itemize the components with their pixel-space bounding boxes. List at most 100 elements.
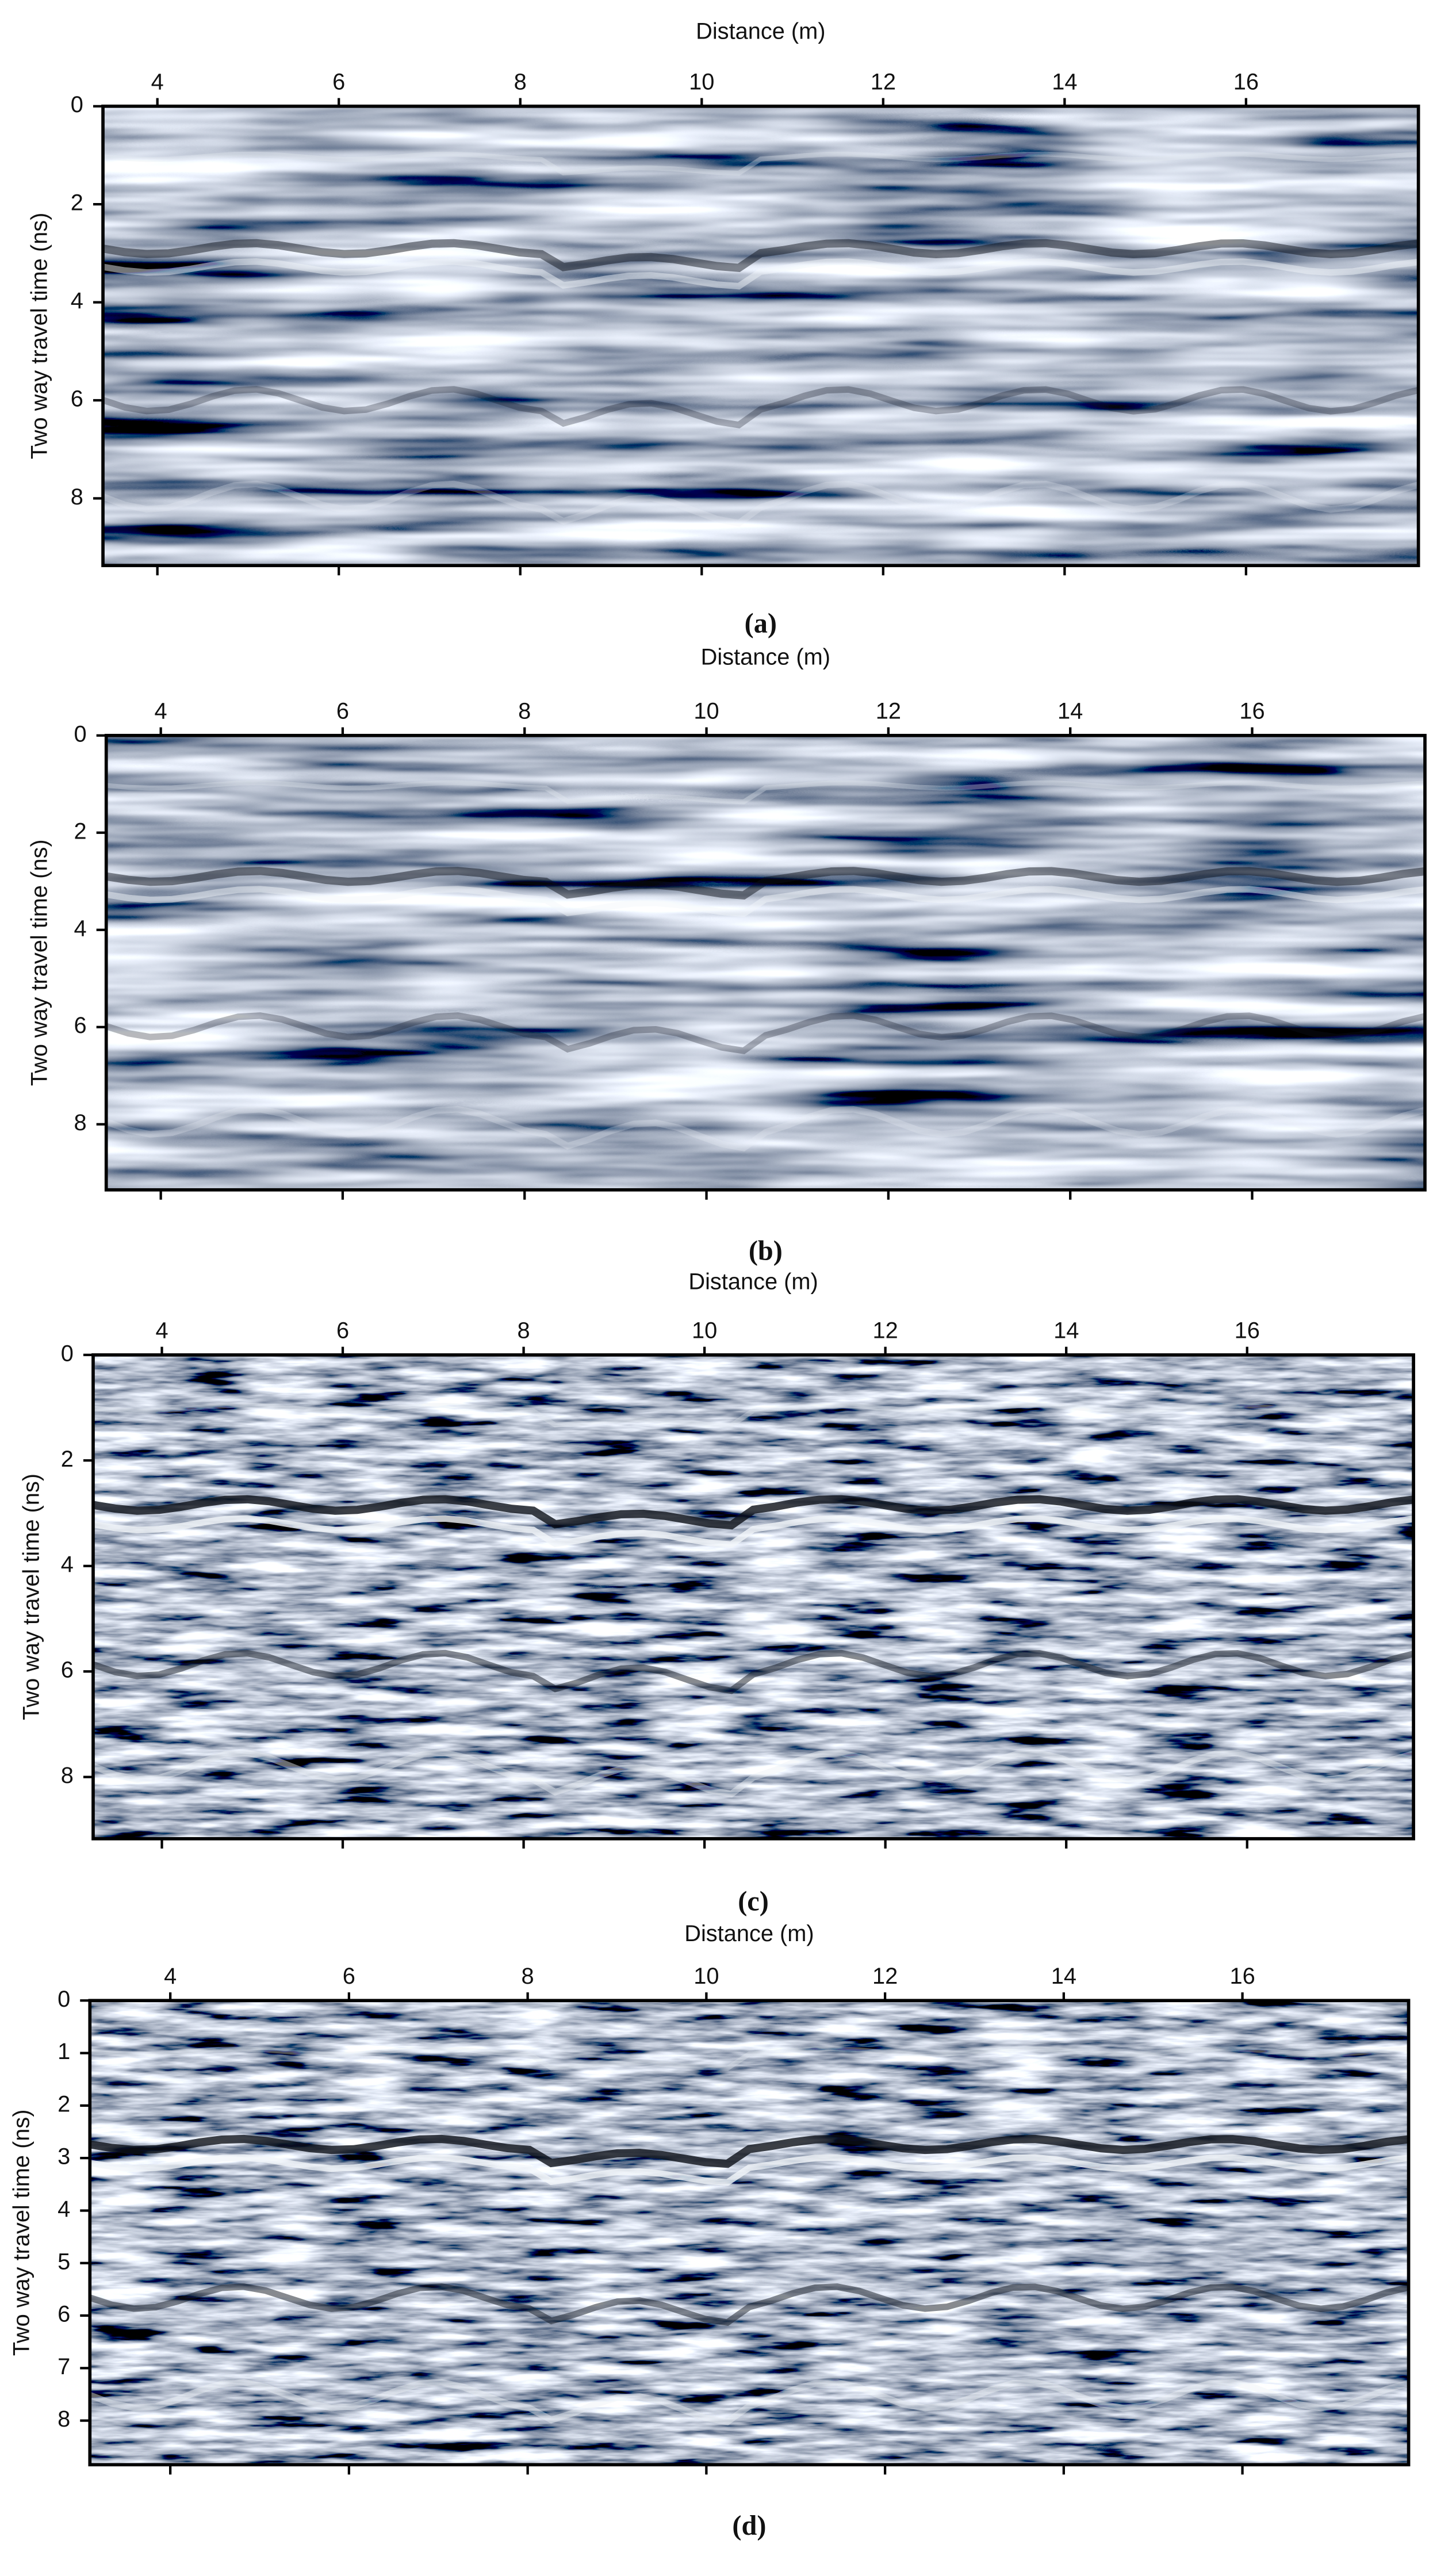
radargram-image — [90, 2000, 1409, 2465]
x-tick-label: 4 — [151, 69, 164, 94]
radargram-texture — [103, 106, 1419, 566]
y-tick-label: 7 — [58, 2354, 70, 2379]
reflector — [93, 1750, 1414, 1798]
x-tick-label: 12 — [871, 69, 896, 94]
y-tick-label: 4 — [61, 1552, 74, 1577]
reflector — [93, 1495, 1414, 1530]
y-tick-label: 6 — [71, 387, 83, 412]
y-axis-title: Two way travel time (ns) — [27, 839, 52, 1086]
y-tick-label: 2 — [58, 2091, 70, 2117]
x-tick-label: 14 — [1053, 1318, 1079, 1344]
x-tick-label: 16 — [1233, 69, 1259, 94]
reflector — [93, 1650, 1414, 1694]
x-tick-label: 10 — [689, 69, 714, 94]
x-tick-label: 16 — [1235, 1318, 1260, 1344]
x-tick-label: 6 — [343, 1964, 355, 1989]
panel: 4 6 8 10 12 14 16 0 2 4 6 8 Distance (m) Two way trav… — [18, 1269, 1415, 1917]
y-tick-label: 8 — [74, 1110, 86, 1135]
x-tick-label: 14 — [1051, 1964, 1076, 1989]
reflector — [106, 886, 1425, 917]
y-axis-title: Two way travel time (ns) — [18, 1474, 44, 1720]
y-axis-title: Two way travel time (ns) — [27, 213, 52, 460]
radargram-image — [106, 735, 1425, 1190]
x-axis-title: Distance (m) — [696, 18, 825, 44]
reflector — [90, 2154, 1409, 2186]
reflector — [90, 2134, 1409, 2168]
x-tick-label: 12 — [873, 1318, 898, 1344]
x-tick-label: 6 — [336, 1318, 349, 1344]
radargram-texture — [93, 1354, 1414, 1839]
x-tick-label: 8 — [518, 699, 531, 724]
reflector — [103, 151, 1419, 176]
y-tick-label: 0 — [71, 92, 83, 117]
y-tick-label: 6 — [61, 1658, 74, 1683]
x-tick-label: 12 — [876, 699, 901, 724]
y-axis-title: Two way travel time (ns) — [9, 2109, 34, 2356]
x-tick-label: 10 — [692, 1318, 717, 1344]
plot-frame — [101, 104, 1420, 568]
panel-caption: (a) — [745, 608, 777, 638]
x-tick-label: 14 — [1052, 69, 1077, 94]
y-tick-label: 0 — [61, 1341, 74, 1366]
y-tick-label: 8 — [71, 484, 83, 510]
x-tick-label: 16 — [1239, 699, 1265, 724]
reflector — [93, 1515, 1414, 1548]
x-tick-label: 16 — [1229, 1964, 1255, 1989]
x-tick-label: 10 — [693, 699, 719, 724]
y-tick-label: 2 — [61, 1447, 74, 1472]
reflector — [106, 1105, 1425, 1152]
reflector — [106, 780, 1425, 805]
x-tick-label: 4 — [164, 1964, 177, 1989]
y-tick-label: 4 — [71, 288, 83, 313]
plot-frame — [91, 1353, 1415, 1840]
y-tick-label: 6 — [58, 2302, 70, 2327]
panel-caption: (b) — [749, 1236, 783, 1266]
panel-caption: (c) — [738, 1886, 769, 1917]
reflector — [90, 2379, 1409, 2425]
reflector — [93, 1403, 1414, 1428]
radargram-texture — [106, 735, 1425, 1190]
plot-frame — [104, 733, 1427, 1192]
y-tick-label: 6 — [74, 1013, 86, 1038]
x-tick-label: 12 — [872, 1964, 898, 1989]
reflector — [106, 867, 1425, 900]
reflector — [103, 386, 1419, 428]
radargram-texture — [90, 2000, 1409, 2465]
y-tick-label: 2 — [74, 818, 86, 844]
y-tick-label: 3 — [58, 2144, 70, 2169]
panel: 4 6 8 10 12 14 16 0 2 4 6 8 Distance (m) Two way trav… — [27, 18, 1420, 638]
y-tick-label: 8 — [61, 1763, 74, 1788]
x-axis-title: Distance (m) — [684, 1921, 814, 1946]
panel: 4 6 8 10 12 14 16 0 2 4 6 8 Distance (m) Two way trav… — [27, 645, 1427, 1266]
reflector — [103, 239, 1419, 273]
plot-frame — [88, 1999, 1411, 2467]
panel-caption: (d) — [732, 2511, 766, 2541]
x-axis-title: Distance (m) — [688, 1269, 818, 1294]
x-tick-label: 10 — [693, 1964, 719, 1989]
y-tick-label: 4 — [74, 916, 86, 941]
y-tick-label: 5 — [58, 2249, 70, 2274]
y-tick-label: 0 — [74, 721, 86, 747]
reflector — [90, 2046, 1409, 2071]
x-tick-label: 4 — [155, 1318, 168, 1344]
x-axis-title: Distance (m) — [701, 645, 830, 670]
y-tick-label: 1 — [58, 2039, 70, 2064]
x-tick-label: 14 — [1057, 699, 1083, 724]
y-tick-label: 2 — [71, 190, 83, 216]
reflector — [103, 258, 1419, 290]
x-tick-label: 6 — [332, 69, 345, 94]
reflector — [103, 480, 1419, 527]
x-tick-label: 8 — [522, 1964, 534, 1989]
reflector — [106, 1012, 1425, 1054]
x-tick-label: 4 — [155, 699, 167, 724]
reflector — [90, 2283, 1409, 2326]
x-tick-label: 8 — [514, 69, 527, 94]
x-tick-label: 8 — [518, 1318, 530, 1344]
x-tick-label: 6 — [336, 699, 349, 724]
y-tick-label: 4 — [58, 2197, 70, 2222]
radargram-image — [103, 106, 1419, 566]
y-tick-label: 0 — [58, 1987, 70, 2012]
